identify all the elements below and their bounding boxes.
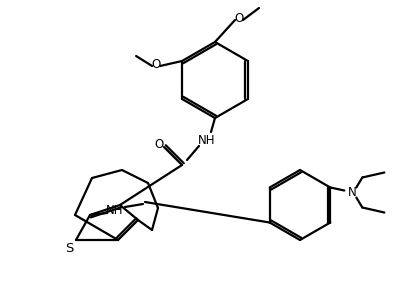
Text: NH: NH (106, 204, 124, 216)
Text: S: S (65, 241, 73, 255)
Text: O: O (152, 58, 161, 72)
Text: O: O (154, 138, 164, 150)
Text: NH: NH (198, 133, 216, 147)
Text: N: N (348, 186, 357, 199)
Text: O: O (234, 13, 244, 25)
